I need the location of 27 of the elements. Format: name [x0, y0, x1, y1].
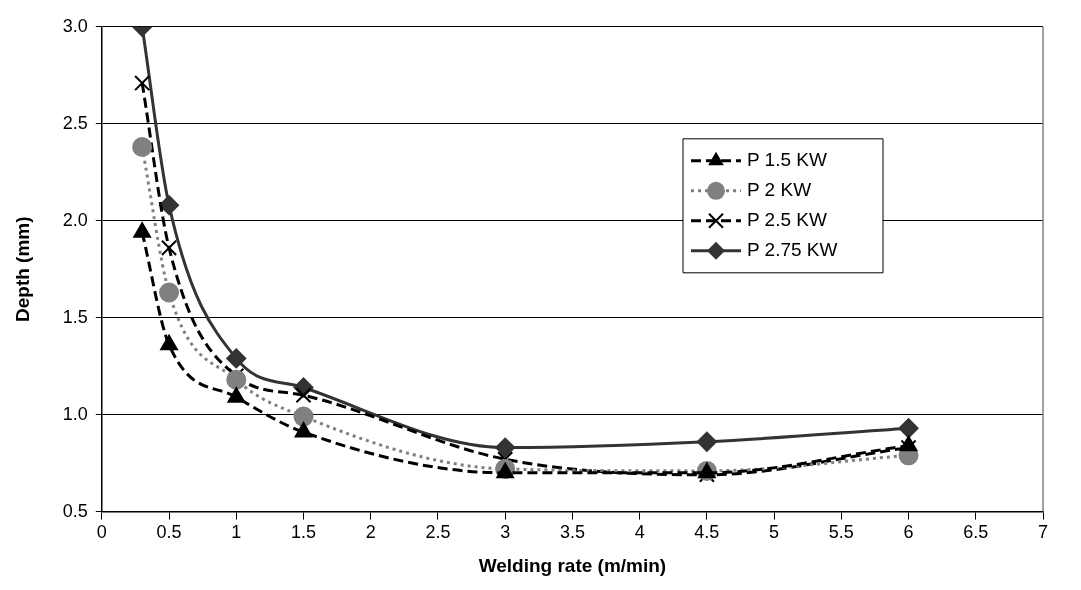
- x-tick-label: 3.5: [559, 522, 585, 543]
- x-tick-label: 0.5: [156, 522, 182, 543]
- x-tick-label: 3: [500, 522, 511, 543]
- x-axis-title: Welding rate (m/min): [478, 554, 667, 576]
- y-tick-label: 1.0: [62, 403, 88, 424]
- y-tick-label: 1.5: [62, 306, 88, 327]
- x-tick-label: 2: [365, 522, 376, 543]
- x-tick-label: 4.5: [694, 522, 720, 543]
- y-axis-title: Depth (mm): [11, 216, 33, 322]
- x-tick-label: 6: [903, 522, 914, 543]
- x-tick-label: 7: [1037, 522, 1049, 543]
- x-tick-label: 5: [769, 522, 780, 543]
- legend-label: P 1.5 KW: [747, 149, 827, 171]
- x-tick-label: 4: [634, 522, 645, 543]
- x-tick-label: 6.5: [963, 522, 989, 543]
- legend-label: P 2 KW: [747, 179, 812, 201]
- x-tick-label: 2.5: [425, 522, 451, 543]
- x-tick-label: 5.5: [828, 522, 854, 543]
- x-tick-label: 1.5: [290, 522, 317, 543]
- x-tick-label: 0: [96, 522, 107, 543]
- legend-label: P 2.75 KW: [747, 239, 838, 261]
- y-tick-label: 3.0: [62, 15, 88, 36]
- x-tick-label: 1: [231, 522, 242, 543]
- y-tick-label: 2.5: [62, 112, 88, 133]
- y-tick-label: 0.5: [62, 500, 88, 521]
- legend-label: P 2.5 KW: [747, 209, 827, 231]
- y-tick-label: 2.0: [62, 209, 88, 230]
